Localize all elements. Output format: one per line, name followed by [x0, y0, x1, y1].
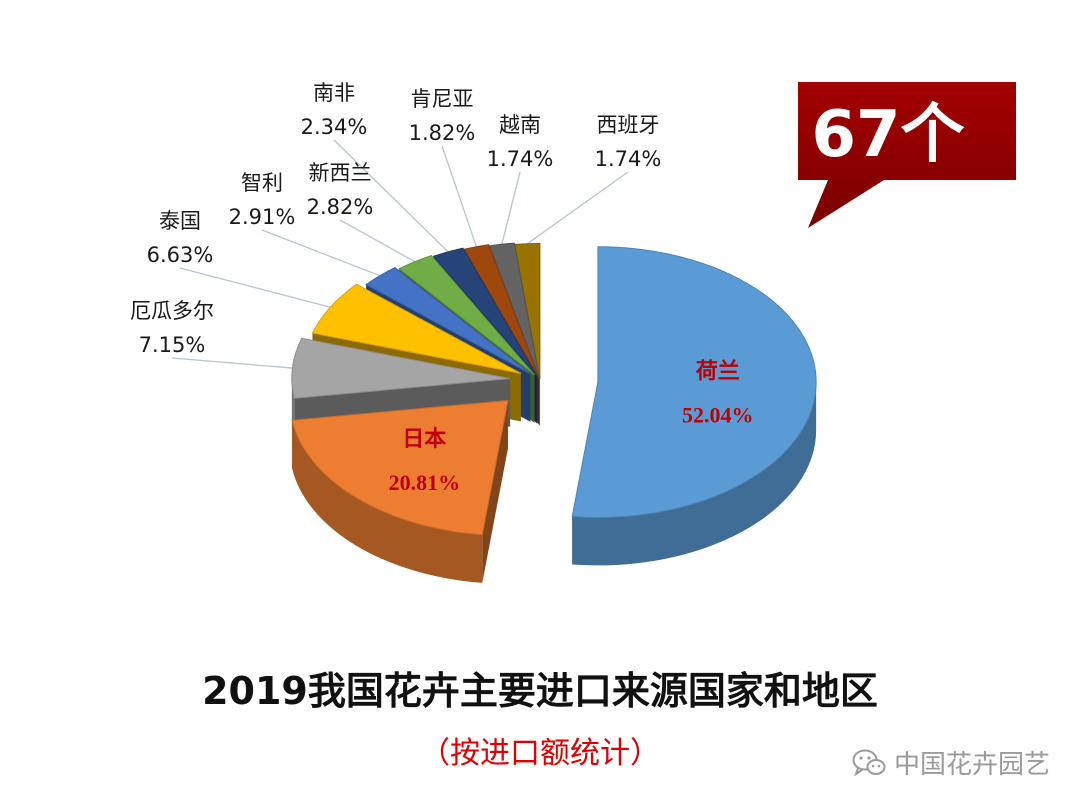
- slice-label-name: 泰国: [159, 209, 201, 233]
- chart-title: 2019我国花卉主要进口来源国家和地区: [202, 669, 878, 713]
- chart-subtitle: （按进口额统计）: [420, 736, 660, 771]
- count-callout: 67个: [798, 82, 1016, 228]
- leader-line: [501, 171, 521, 245]
- pie-slice-1: [571, 246, 817, 566]
- slice-label-value: 52.04%: [682, 403, 754, 428]
- slice-top: [365, 267, 531, 375]
- pie-chart: 67个 荷兰 52.04% 日本 20.81% 厄瓜多尔 7.15% 泰国 6.63% 智利 2.…: [130, 81, 1016, 583]
- slice-label-name: 日本: [402, 427, 446, 452]
- slice-label-name: 肯尼亚: [411, 87, 474, 111]
- slice-label-value: 6.63%: [147, 243, 214, 267]
- slice-top: [291, 337, 511, 399]
- slice-top: [291, 399, 509, 536]
- leader-line: [441, 145, 478, 247]
- leader-line: [333, 139, 449, 253]
- pie-slice-2: [291, 399, 509, 583]
- slice-top: [571, 246, 817, 518]
- slice-label-value: 1.74%: [595, 147, 662, 171]
- wechat-icon: [852, 749, 886, 776]
- slice-label-name: 越南: [499, 113, 541, 137]
- slice-label-name: 智利: [241, 171, 283, 195]
- slice-label-value: 20.81%: [389, 470, 461, 495]
- slice-top: [398, 254, 535, 376]
- leader-line: [526, 171, 629, 245]
- slice-label-value: 7.15%: [139, 333, 206, 357]
- slice-labels: 荷兰 52.04% 日本 20.81% 厄瓜多尔 7.15% 泰国 6.63% 智利 2.91% 新…: [130, 81, 753, 495]
- leader-lines: [171, 139, 629, 369]
- callout-shape: [798, 82, 1016, 228]
- slice-label-value: 2.34%: [301, 115, 368, 139]
- watermark-text: 中国花卉园艺: [893, 750, 1050, 780]
- leader-line: [261, 229, 381, 277]
- slice-rim: [572, 382, 817, 566]
- leader-line: [171, 357, 293, 369]
- slice-top: [463, 244, 539, 377]
- leader-line: [339, 219, 416, 263]
- slice-label-value: 1.74%: [487, 147, 554, 171]
- slice-top: [432, 247, 538, 376]
- slice-label-value: 1.82%: [409, 121, 476, 145]
- slice-rim: [292, 420, 483, 583]
- slice-label-value: 2.91%: [229, 205, 296, 229]
- slice-label-name: 西班牙: [597, 113, 660, 137]
- slice-label-name: 新西兰: [309, 161, 372, 185]
- pie-slices: [291, 242, 817, 583]
- slice-label-name: 南非: [313, 81, 355, 105]
- slice-label-value: 2.82%: [307, 195, 374, 219]
- slice-top: [488, 242, 540, 378]
- callout-text: 67个: [811, 98, 964, 172]
- slice-label-name: 荷兰: [696, 359, 740, 385]
- leader-line: [179, 267, 331, 308]
- slice-label-name: 厄瓜多尔: [130, 299, 214, 323]
- slice-top: [311, 283, 522, 374]
- watermark: 中国花卉园艺: [852, 744, 1050, 781]
